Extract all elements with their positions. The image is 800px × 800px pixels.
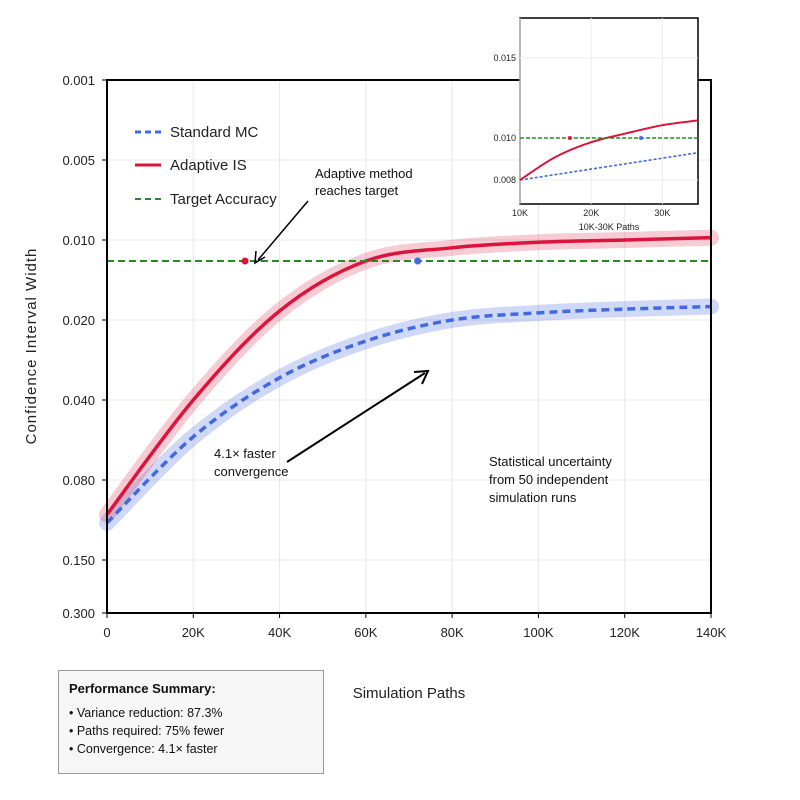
y-axis-label: Confidence Interval Width: [23, 248, 40, 445]
annotation-adaptive-target: Adaptive method reaches target: [254, 166, 413, 265]
annotation-line: from 50 independent: [489, 472, 609, 487]
series-lines: [105, 235, 712, 525]
series-line-standard-mc: [105, 304, 712, 525]
y-tick-label: 0.080: [62, 473, 95, 488]
plot-frame: [106, 79, 712, 614]
annotation-arrow: [257, 200, 309, 261]
summary-line: • Paths required: 75% fewer: [69, 724, 225, 738]
inset-lines: [519, 119, 699, 181]
x-tick-label: 20K: [182, 625, 205, 640]
target-marker: [241, 257, 249, 265]
x-axis-label: Simulation Paths: [353, 685, 466, 702]
summary-line: • Variance reduction: 87.3%: [69, 706, 223, 720]
inset-x-tick-label: 10K: [512, 208, 528, 218]
annotation-line: simulation runs: [489, 490, 577, 505]
y-tick-label: 0.040: [62, 393, 95, 408]
annotation-line: convergence: [214, 464, 288, 479]
annotation-line: Adaptive method: [315, 166, 413, 181]
x-tick-label: 100K: [523, 625, 554, 640]
x-tick-label: 0: [103, 625, 110, 640]
summary-line: • Convergence: 4.1× faster: [69, 742, 218, 756]
legend-label-target: Target Accuracy: [170, 191, 277, 208]
performance-summary: Performance Summary: • Variance reductio…: [58, 670, 324, 774]
y-tick-label: 0.020: [62, 313, 95, 328]
inset-chart: 10K 20K 30K 0.008 0.010 0.015 10K-30K Paths: [493, 17, 699, 232]
x-tick-label: 40K: [268, 625, 291, 640]
legend-label-adaptive-is: Adaptive IS: [170, 157, 247, 174]
x-tick-label: 80K: [441, 625, 464, 640]
uncertainty-band: [99, 229, 719, 523]
inset-x-tick-label: 20K: [583, 208, 599, 218]
inset-marker: [567, 136, 572, 140]
inset-series-line: [519, 151, 699, 181]
y-tick-label: 0.005: [62, 153, 95, 168]
legend-label-standard-mc: Standard MC: [170, 124, 259, 141]
y-tick-label: 0.150: [62, 553, 95, 568]
x-tick-label: 60K: [354, 625, 377, 640]
inset-y-tick-label: 0.015: [493, 53, 516, 63]
inset-marker: [639, 136, 644, 140]
target-markers: [241, 257, 422, 265]
inset-ticks: 10K 20K 30K 0.008 0.010 0.015: [493, 53, 670, 218]
series-line-adaptive-is: [105, 235, 712, 516]
annotation-line: reaches target: [315, 183, 398, 198]
arrow-head-icon: [413, 369, 430, 385]
y-axis-ticks: 0.001 0.005 0.010 0.020 0.040 0.080 0.150 0.300: [62, 73, 107, 621]
y-tick-label: 0.300: [62, 606, 95, 621]
x-tick-label: 140K: [696, 625, 727, 640]
uncertainty-band: [99, 298, 719, 531]
inset-frame: [519, 17, 699, 205]
annotation-faster-convergence: 4.1× faster convergence: [214, 369, 430, 479]
inset-y-tick-label: 0.008: [493, 175, 516, 185]
arrow-head-icon: [254, 250, 266, 265]
inset-series-line: [519, 119, 699, 181]
annotation-uncertainty: Statistical uncertainty from 50 independ…: [489, 454, 612, 505]
y-tick-label: 0.010: [62, 233, 95, 248]
y-tick-label: 0.001: [62, 73, 95, 88]
annotation-line: Statistical uncertainty: [489, 454, 612, 469]
inset-x-tick-label: 30K: [654, 208, 670, 218]
inset-grid: [519, 18, 698, 204]
legend: Standard MC Adaptive IS Target Accuracy: [135, 124, 277, 208]
summary-title: Performance Summary:: [69, 681, 216, 696]
inset-y-tick-label: 0.010: [493, 133, 516, 143]
annotation-line: 4.1× faster: [214, 446, 276, 461]
x-axis-ticks: 0 20K 40K 60K 80K 100K 120K 140K: [103, 613, 727, 640]
target-marker: [414, 257, 422, 265]
x-tick-label: 120K: [610, 625, 641, 640]
annotation-arrow: [286, 372, 426, 463]
inset-x-label: 10K-30K Paths: [579, 222, 640, 232]
